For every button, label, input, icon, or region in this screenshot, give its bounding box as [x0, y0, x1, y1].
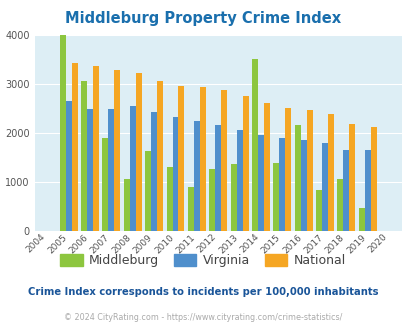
Bar [321, 143, 327, 231]
Bar [358, 208, 364, 231]
Bar [145, 151, 151, 231]
Bar [178, 86, 184, 231]
Bar [199, 87, 205, 231]
Bar [87, 109, 93, 231]
Bar [370, 127, 376, 231]
Bar [252, 59, 257, 231]
Bar [102, 138, 108, 231]
Bar [93, 66, 99, 231]
Bar [215, 125, 221, 231]
Bar [151, 112, 157, 231]
Bar [230, 164, 236, 231]
Legend: Middleburg, Virginia, National: Middleburg, Virginia, National [55, 249, 350, 272]
Bar [108, 109, 114, 231]
Bar [124, 180, 130, 231]
Bar [66, 101, 72, 231]
Bar [315, 190, 321, 231]
Bar [300, 140, 306, 231]
Bar [188, 187, 194, 231]
Bar [114, 71, 120, 231]
Bar [172, 117, 178, 231]
Bar [72, 63, 77, 231]
Bar [349, 124, 354, 231]
Bar [130, 106, 135, 231]
Bar [343, 149, 349, 231]
Bar [236, 130, 242, 231]
Bar [194, 121, 199, 231]
Bar [221, 90, 227, 231]
Text: © 2024 CityRating.com - https://www.cityrating.com/crime-statistics/: © 2024 CityRating.com - https://www.city… [64, 313, 341, 322]
Text: Middleburg Property Crime Index: Middleburg Property Crime Index [65, 11, 340, 26]
Bar [327, 114, 333, 231]
Bar [166, 167, 172, 231]
Bar [242, 96, 248, 231]
Bar [364, 150, 370, 231]
Bar [135, 74, 141, 231]
Bar [285, 108, 290, 231]
Bar [209, 169, 215, 231]
Bar [81, 81, 87, 231]
Bar [306, 110, 312, 231]
Bar [337, 180, 343, 231]
Bar [273, 163, 279, 231]
Bar [294, 125, 300, 231]
Bar [263, 103, 269, 231]
Bar [279, 138, 285, 231]
Bar [257, 135, 263, 231]
Bar [60, 35, 66, 231]
Text: Crime Index corresponds to incidents per 100,000 inhabitants: Crime Index corresponds to incidents per… [28, 287, 377, 297]
Bar [157, 81, 163, 231]
